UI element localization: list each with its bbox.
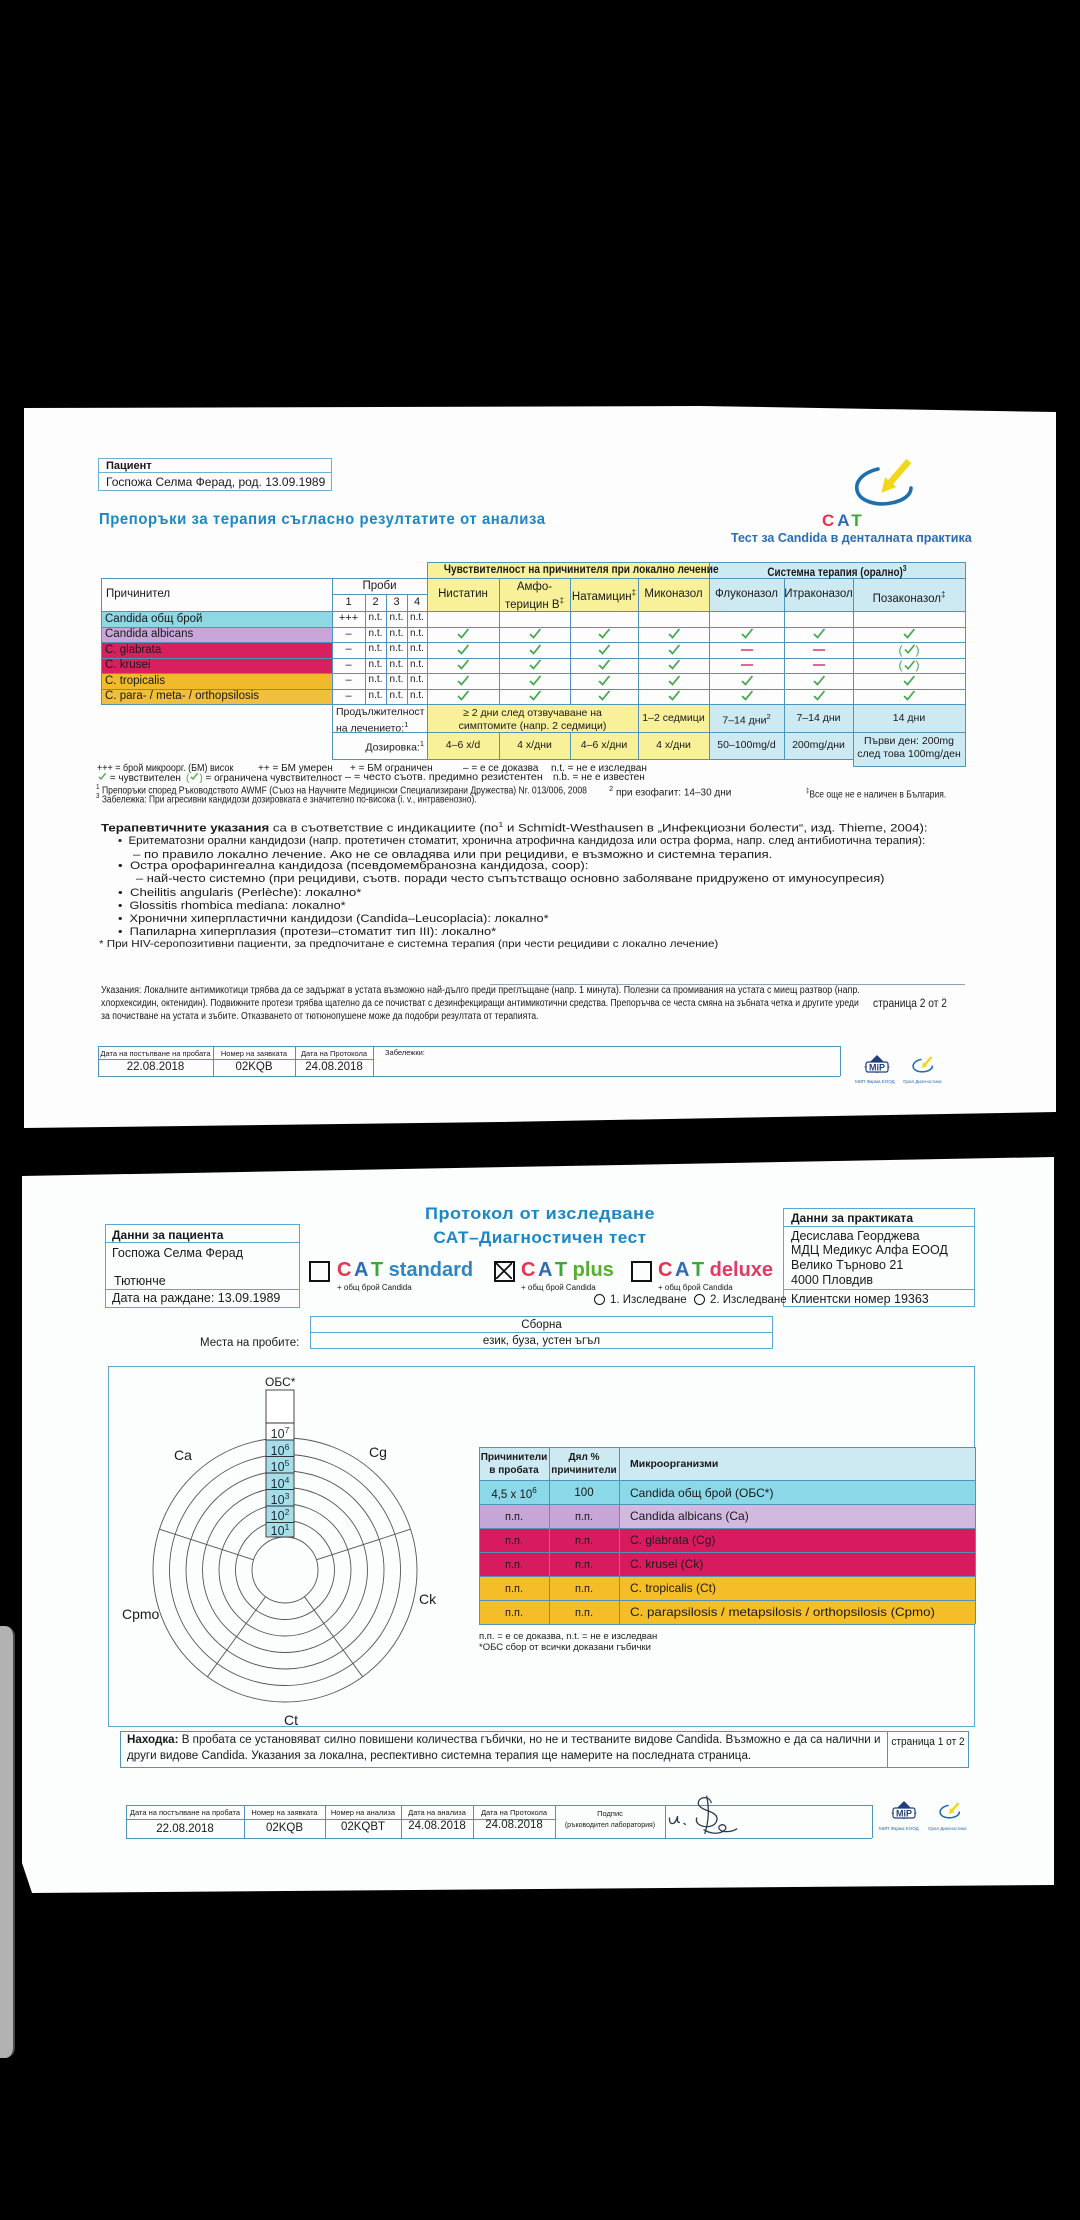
svg-text:MiP: MiP	[869, 1063, 885, 1073]
svg-text:MiP: MiP	[896, 1809, 912, 1819]
